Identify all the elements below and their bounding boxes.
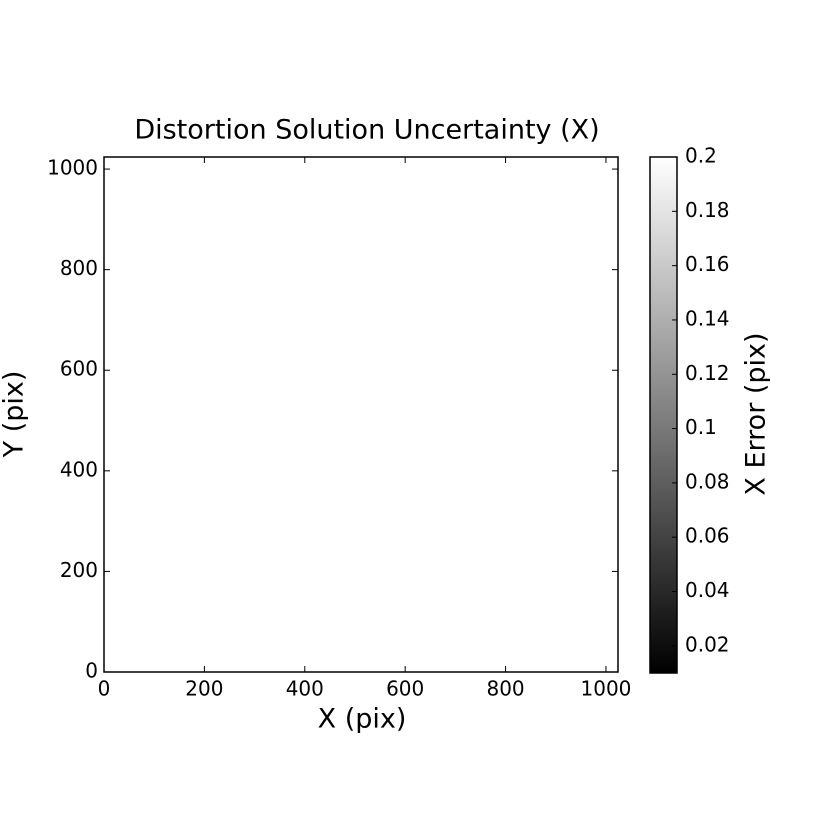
x-tick-label: 1000	[581, 677, 632, 701]
colorbar-tick-label: 0.18	[685, 198, 730, 222]
axes-frame	[103, 156, 619, 673]
x-tick-label: 400	[286, 677, 324, 701]
y-tick-label: 0	[85, 659, 98, 683]
colorbar-tick-label: 0.16	[685, 252, 730, 276]
colorbar-tick-label: 0.14	[685, 306, 730, 330]
chart-title: Distortion Solution Uncertainty (X)	[134, 115, 599, 146]
y-axis-label: Y (pix)	[0, 371, 30, 459]
x-tick-label: 800	[486, 677, 524, 701]
colorbar-tick-label: 0.08	[685, 469, 730, 493]
x-tick-label: 0	[98, 677, 111, 701]
colorbar-tick-label: 0.02	[685, 632, 730, 656]
y-tick-label: 400	[60, 457, 98, 481]
colorbar-tick-label: 0.06	[685, 524, 730, 548]
colorbar-tick-label: 0.2	[685, 144, 717, 168]
colorbar-tick-label: 0.12	[685, 361, 730, 385]
y-tick-label: 800	[60, 256, 98, 280]
colorbar	[649, 156, 678, 674]
colorbar-label: X Error (pix)	[741, 332, 772, 495]
x-axis-label: X (pix)	[318, 704, 407, 735]
y-tick-label: 200	[60, 558, 98, 582]
x-tick-label: 600	[386, 677, 424, 701]
x-tick-label: 200	[185, 677, 223, 701]
y-tick-label: 600	[60, 357, 98, 381]
y-tick-label: 1000	[47, 156, 98, 180]
colorbar-tick-label: 0.04	[685, 578, 730, 602]
colorbar-tick-label: 0.1	[685, 415, 717, 439]
